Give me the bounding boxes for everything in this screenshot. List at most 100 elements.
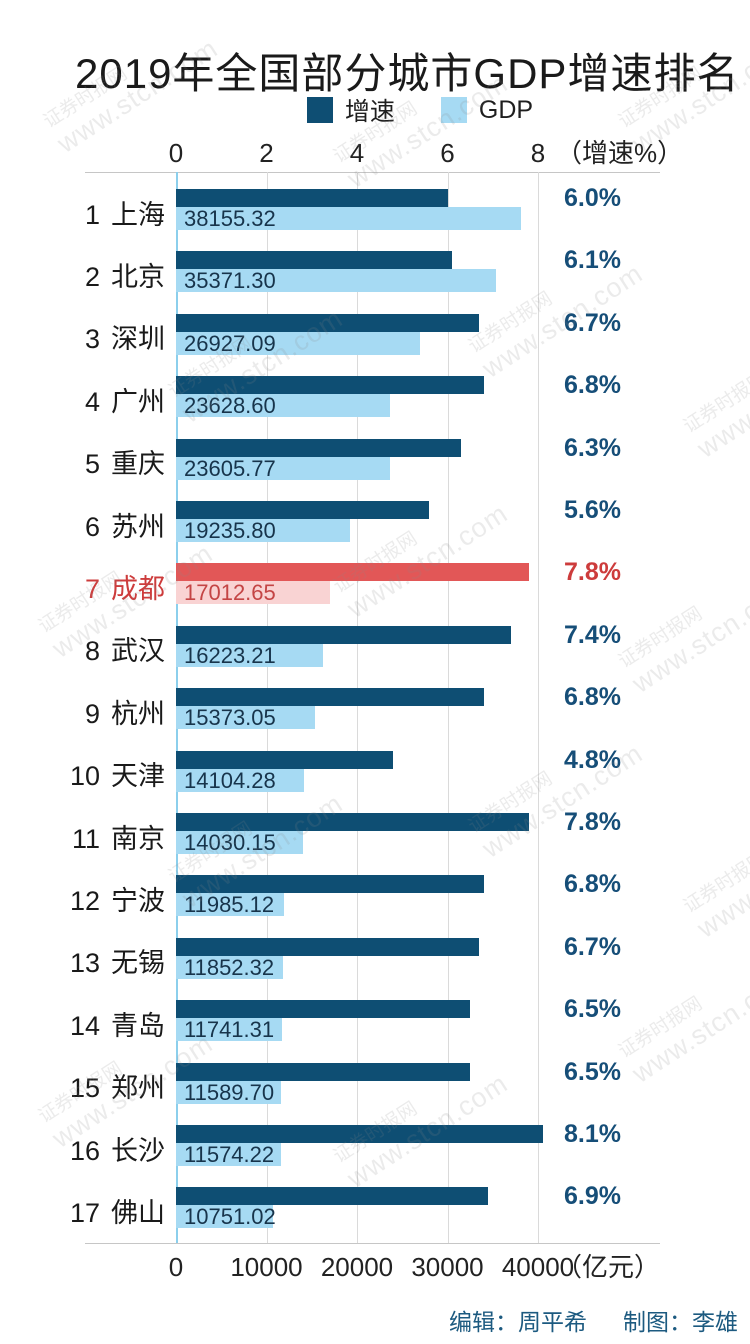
growth-bar-郑州 xyxy=(176,1062,471,1081)
gdp-value-label: 11985.12 xyxy=(184,892,275,918)
gdp-bar-郑州: 11589.70 xyxy=(176,1079,281,1105)
city-name: 无锡 xyxy=(111,948,165,979)
growth-percent-深圳: 6.7% xyxy=(564,308,621,337)
gdp-value-label: 10751.02 xyxy=(184,1204,276,1230)
city-name: 佛山 xyxy=(111,1197,165,1228)
top-axis-unit-label: （增速%） xyxy=(556,138,684,168)
gdp-value-label: 17012.65 xyxy=(184,580,276,606)
growth-bar-宁波 xyxy=(176,875,484,894)
gdp-value-label: 23605.77 xyxy=(184,455,276,481)
gdp-bar-杭州: 15373.05 xyxy=(176,705,316,731)
city-name: 深圳 xyxy=(111,324,165,355)
city-name: 武汉 xyxy=(111,636,165,667)
city-label-14: 14 青岛 xyxy=(20,1004,165,1043)
city-label-3: 3 深圳 xyxy=(20,317,165,356)
growth-bar-苏州 xyxy=(176,501,430,519)
gdp-value-label: 14104.28 xyxy=(184,767,276,793)
rank-number: 4 xyxy=(84,386,100,417)
rank-number: 7 xyxy=(84,573,100,604)
growth-percent-宁波: 6.8% xyxy=(564,870,621,899)
rank-number: 3 xyxy=(84,324,100,355)
bottom-tick-20000: 20000 xyxy=(320,1252,394,1282)
growth-bar-广州 xyxy=(176,376,484,395)
gdp-value-label: 16223.21 xyxy=(184,642,276,668)
gdp-value-label: 23628.60 xyxy=(184,393,276,419)
city-label-5: 5 重庆 xyxy=(20,442,165,481)
gdp-value-label: 19235.80 xyxy=(184,518,276,543)
gdp-value-label: 35371.30 xyxy=(184,268,276,294)
legend-gdp-label: GDP xyxy=(478,95,534,124)
city-name: 郑州 xyxy=(111,1073,165,1104)
rank-number: 6 xyxy=(84,511,100,542)
gridline-4 xyxy=(357,172,358,1243)
gdp-bar-北京: 35371.30 xyxy=(176,268,497,294)
top-tick-4: 4 xyxy=(349,138,365,168)
growth-bar-北京 xyxy=(176,251,453,270)
bottom-tick-10000: 10000 xyxy=(230,1252,303,1282)
city-label-1: 1 上海 xyxy=(20,193,165,232)
bottom-axis-unit-label: （亿元） xyxy=(556,1252,661,1282)
rank-number: 15 xyxy=(69,1073,100,1104)
city-name: 杭州 xyxy=(111,698,165,729)
growth-percent-郑州: 6.5% xyxy=(564,1057,621,1086)
rank-number: 8 xyxy=(84,636,100,667)
gdp-bar-重庆: 23605.77 xyxy=(176,455,390,481)
city-name: 青岛 xyxy=(111,1010,165,1041)
growth-percent-广州: 6.8% xyxy=(564,371,621,400)
gdp-bar-天津: 14104.28 xyxy=(176,767,304,793)
gdp-value-label: 11741.31 xyxy=(184,1017,275,1043)
growth-bar-上海 xyxy=(176,189,448,207)
gdp-value-label: 26927.09 xyxy=(184,330,276,356)
growth-bar-杭州 xyxy=(176,688,484,707)
designer-credit: 制图：李雄 xyxy=(623,1309,738,1335)
bottom-tick-40000: 40000 xyxy=(501,1252,575,1282)
city-label-17: 17 佛山 xyxy=(20,1191,165,1230)
top-axis-ticks: （增速%） 0 2 4 6 8 xyxy=(0,138,750,168)
city-name: 广州 xyxy=(111,386,165,417)
legend-gdp-swatch xyxy=(440,97,467,123)
growth-bar-重庆 xyxy=(176,438,462,457)
growth-bar-佛山 xyxy=(176,1187,489,1206)
gdp-bar-无锡: 11852.32 xyxy=(176,955,284,979)
gdp-bar-广州: 23628.60 xyxy=(176,393,390,419)
gdp-value-label: 15373.05 xyxy=(184,705,276,731)
rank-number: 2 xyxy=(84,261,100,292)
city-label-9: 9 杭州 xyxy=(20,692,165,731)
growth-percent-天津: 4.8% xyxy=(564,745,621,774)
growth-percent-苏州: 5.6% xyxy=(564,496,621,524)
gdp-bar-南京: 14030.15 xyxy=(176,831,303,854)
editor-credit: 编辑：周平希 xyxy=(449,1309,587,1335)
top-tick-8: 8 xyxy=(530,138,546,168)
bar-chart-plot-area: 1 上海 38155.32 6.0% 2 北京 35371.30 6.1% 3 深圳 26927.0… xyxy=(0,172,750,1243)
growth-percent-长沙: 8.1% xyxy=(564,1120,621,1148)
rank-number: 11 xyxy=(71,823,100,854)
rank-number: 9 xyxy=(84,698,100,729)
growth-percent-重庆: 6.3% xyxy=(564,433,621,462)
gdp-bar-深圳: 26927.09 xyxy=(176,330,420,356)
rank-number: 12 xyxy=(69,885,100,916)
rank-number: 14 xyxy=(69,1010,100,1041)
growth-bar-南京 xyxy=(176,813,529,831)
growth-percent-武汉: 7.4% xyxy=(564,620,621,649)
city-label-6: 6 苏州 xyxy=(20,505,165,544)
gdp-value-label: 11589.70 xyxy=(184,1079,275,1105)
gdp-bar-佛山: 10751.02 xyxy=(176,1204,276,1230)
city-label-11: 11 南京 xyxy=(20,817,165,856)
growth-bar-天津 xyxy=(176,750,394,769)
rank-number: 16 xyxy=(69,1135,100,1166)
gdp-value-label: 11574.22 xyxy=(184,1142,275,1167)
city-label-13: 13 无锡 xyxy=(20,941,165,980)
growth-bar-成都 xyxy=(176,563,529,582)
gdp-bar-成都: 17012.65 xyxy=(176,580,330,606)
gridline-8 xyxy=(538,172,539,1243)
city-name: 重庆 xyxy=(111,449,165,480)
city-label-8: 8 武汉 xyxy=(20,629,165,668)
gdp-value-label: 38155.32 xyxy=(184,206,276,231)
city-label-7: 7 成都 xyxy=(20,567,165,606)
gridline-6 xyxy=(447,172,449,1243)
growth-percent-佛山: 6.9% xyxy=(564,1182,621,1211)
city-name: 南京 xyxy=(111,823,165,854)
bottom-axis-line xyxy=(85,1243,660,1244)
rank-number: 13 xyxy=(69,948,100,979)
city-label-16: 16 长沙 xyxy=(20,1129,165,1168)
